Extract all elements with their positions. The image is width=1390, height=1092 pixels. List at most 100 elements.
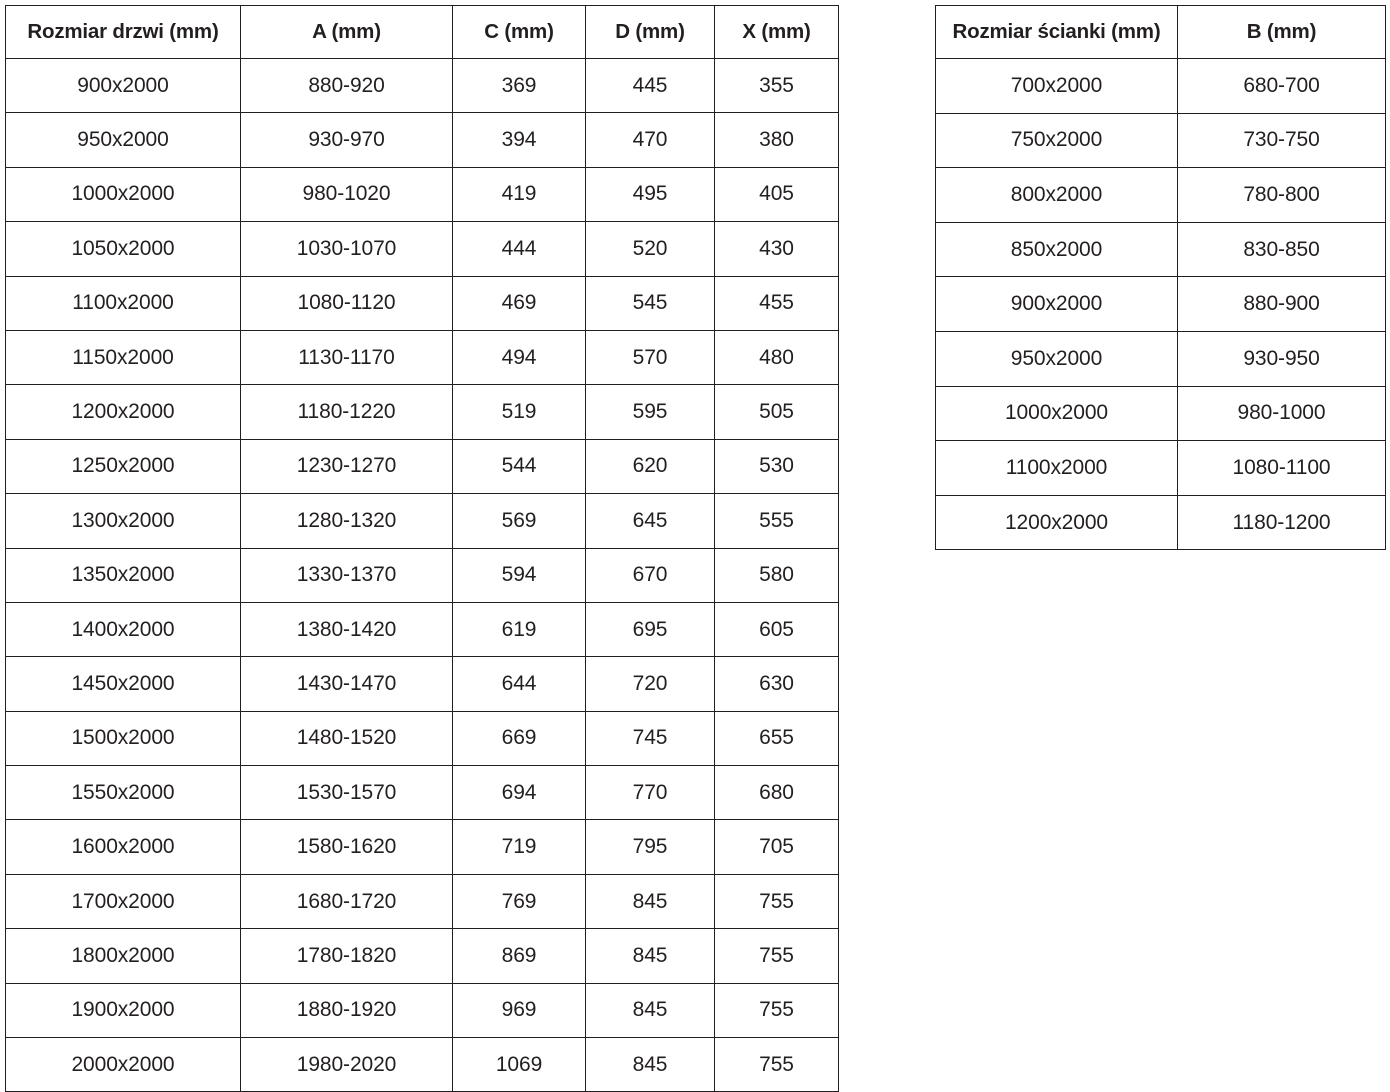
cell-d: 795 <box>585 819 715 875</box>
cell-a: 1580-1620 <box>240 819 453 875</box>
table-row: 1050x2000 1030-1070 444 520 430 <box>5 221 839 277</box>
cell-a: 1530-1570 <box>240 765 453 821</box>
cell-wall-size: 750x2000 <box>935 112 1178 169</box>
cell-d: 720 <box>585 656 715 712</box>
column-header-d: D (mm) <box>585 5 715 59</box>
table-header-row: Rozmiar ścianki (mm) B (mm) <box>935 5 1386 59</box>
cell-c: 619 <box>452 601 586 658</box>
cell-d: 770 <box>585 765 715 821</box>
cell-d: 845 <box>585 928 715 984</box>
table-row: 1200x2000 1180-1200 <box>935 494 1386 551</box>
cell-d: 595 <box>585 384 715 440</box>
cell-door-size: 1350x2000 <box>5 547 241 603</box>
doors-dimension-table-container: Rozmiar drzwi (mm) A (mm) C (mm) D (mm) … <box>5 5 839 1092</box>
table-row: 1100x2000 1080-1120 469 545 455 <box>5 275 839 331</box>
cell-a: 1280-1320 <box>240 493 453 549</box>
doors-dimension-table: Rozmiar drzwi (mm) A (mm) C (mm) D (mm) … <box>5 5 839 1092</box>
cell-door-size: 1200x2000 <box>5 384 241 440</box>
cell-c: 569 <box>452 493 586 549</box>
table-header-row: Rozmiar drzwi (mm) A (mm) C (mm) D (mm) … <box>5 5 839 59</box>
cell-x: 530 <box>714 438 839 495</box>
cell-d: 745 <box>585 710 715 767</box>
cell-door-size: 1800x2000 <box>5 928 241 984</box>
table-row: 950x2000 930-950 <box>935 330 1386 387</box>
cell-d: 670 <box>585 547 715 603</box>
cell-wall-size: 700x2000 <box>935 58 1178 114</box>
cell-d: 845 <box>585 873 715 930</box>
cell-d: 495 <box>585 166 715 223</box>
cell-c: 869 <box>452 928 586 984</box>
cell-wall-size: 900x2000 <box>935 276 1178 332</box>
column-header-a: A (mm) <box>240 5 453 59</box>
cell-a: 1780-1820 <box>240 928 453 984</box>
cell-d: 520 <box>585 221 715 277</box>
cell-a: 1880-1920 <box>240 982 453 1039</box>
cell-a: 930-970 <box>240 112 453 168</box>
cell-c: 969 <box>452 982 586 1039</box>
cell-c: 519 <box>452 384 586 440</box>
cell-d: 620 <box>585 438 715 495</box>
cell-c: 644 <box>452 656 586 712</box>
cell-d: 695 <box>585 601 715 658</box>
cell-x: 755 <box>714 982 839 1039</box>
cell-door-size: 1550x2000 <box>5 765 241 821</box>
table-row: 1450x2000 1430-1470 644 720 630 <box>5 656 839 712</box>
cell-door-size: 1100x2000 <box>5 275 241 331</box>
table-row: 750x2000 730-750 <box>935 112 1386 169</box>
cell-x: 755 <box>714 928 839 984</box>
cell-b: 930-950 <box>1177 330 1386 387</box>
cell-c: 394 <box>452 112 586 168</box>
cell-b: 1180-1200 <box>1177 494 1386 551</box>
table-row: 1200x2000 1180-1220 519 595 505 <box>5 384 839 440</box>
table-row: 1100x2000 1080-1100 <box>935 440 1386 496</box>
table-row: 700x2000 680-700 <box>935 58 1386 114</box>
cell-d: 545 <box>585 275 715 331</box>
cell-a: 1680-1720 <box>240 873 453 930</box>
cell-x: 705 <box>714 819 839 875</box>
cell-c: 594 <box>452 547 586 603</box>
cell-door-size: 1900x2000 <box>5 982 241 1039</box>
cell-c: 444 <box>452 221 586 277</box>
cell-door-size: 1150x2000 <box>5 329 241 386</box>
doors-table-body: 900x2000 880-920 369 445 355 950x2000 930-970 3… <box>5 57 839 1092</box>
cell-a: 1180-1220 <box>240 384 453 440</box>
cell-b: 780-800 <box>1177 167 1386 223</box>
cell-a: 1230-1270 <box>240 438 453 495</box>
cell-door-size: 1500x2000 <box>5 710 241 767</box>
wall-dimension-table-container: Rozmiar ścianki (mm) B (mm) 700x2000 680-… <box>935 5 1386 551</box>
cell-x: 505 <box>714 384 839 440</box>
cell-b: 730-750 <box>1177 112 1386 169</box>
cell-door-size: 1050x2000 <box>5 221 241 277</box>
cell-a: 980-1020 <box>240 166 453 223</box>
cell-x: 380 <box>714 112 839 168</box>
cell-door-size: 2000x2000 <box>5 1037 241 1092</box>
cell-a: 1980-2020 <box>240 1037 453 1092</box>
cell-a: 880-920 <box>240 57 453 114</box>
table-row: 1500x2000 1480-1520 669 745 655 <box>5 710 839 767</box>
cell-c: 769 <box>452 873 586 930</box>
cell-c: 694 <box>452 765 586 821</box>
table-row: 1700x2000 1680-1720 769 845 755 <box>5 873 839 930</box>
table-row: 900x2000 880-900 <box>935 276 1386 332</box>
column-header-wall-size: Rozmiar ścianki (mm) <box>935 5 1178 59</box>
table-row: 1000x2000 980-1020 419 495 405 <box>5 166 839 223</box>
cell-door-size: 1250x2000 <box>5 438 241 495</box>
cell-wall-size: 1000x2000 <box>935 385 1178 442</box>
cell-a: 1380-1420 <box>240 601 453 658</box>
cell-wall-size: 950x2000 <box>935 330 1178 387</box>
cell-b: 880-900 <box>1177 276 1386 332</box>
cell-c: 669 <box>452 710 586 767</box>
cell-x: 480 <box>714 329 839 386</box>
cell-x: 430 <box>714 221 839 277</box>
table-row: 1150x2000 1130-1170 494 570 480 <box>5 329 839 386</box>
cell-wall-size: 800x2000 <box>935 167 1178 223</box>
cell-x: 455 <box>714 275 839 331</box>
table-row: 1800x2000 1780-1820 869 845 755 <box>5 928 839 984</box>
cell-x: 680 <box>714 765 839 821</box>
table-row: 1250x2000 1230-1270 544 620 530 <box>5 438 839 495</box>
cell-c: 419 <box>452 166 586 223</box>
cell-a: 1080-1120 <box>240 275 453 331</box>
cell-wall-size: 1100x2000 <box>935 440 1178 496</box>
cell-c: 469 <box>452 275 586 331</box>
wall-dimension-table: Rozmiar ścianki (mm) B (mm) 700x2000 680-… <box>935 5 1386 551</box>
